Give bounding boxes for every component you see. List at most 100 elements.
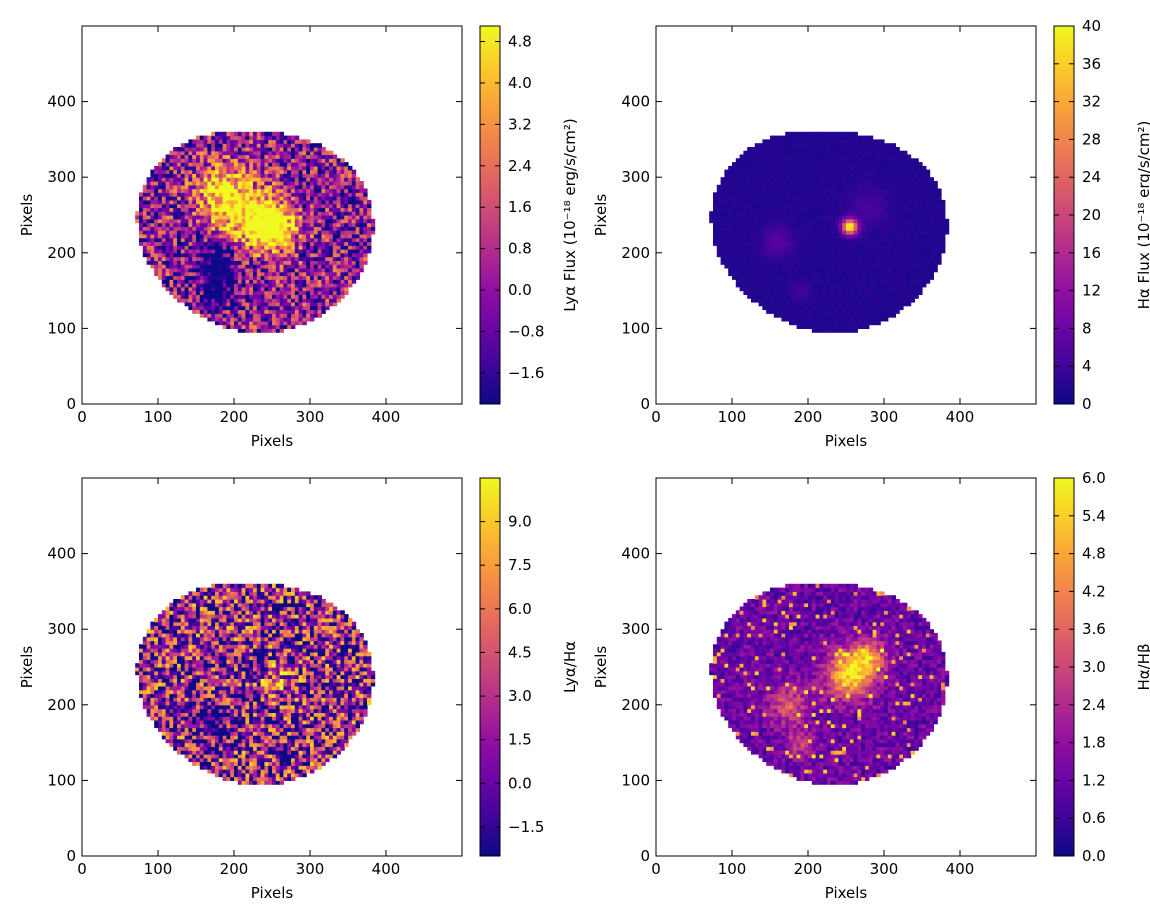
heatmap-cell — [819, 257, 823, 261]
heatmap-cell — [283, 181, 287, 185]
heatmap-cell — [869, 200, 873, 204]
heatmap-cell — [321, 242, 325, 246]
heatmap-cell — [272, 272, 276, 276]
heatmap-cell — [207, 310, 211, 314]
heatmap-cell — [321, 162, 325, 166]
heatmap-cell — [310, 143, 314, 147]
heatmap-cell — [850, 234, 854, 238]
heatmap-cell — [804, 313, 808, 317]
heatmap-cell — [926, 185, 930, 189]
heatmap-cell — [253, 147, 257, 151]
heatmap-cell — [242, 223, 246, 227]
heatmap-cell — [884, 310, 888, 314]
heatmap-cell — [838, 173, 842, 177]
heatmap-cell — [800, 298, 804, 302]
heatmap-cell — [751, 249, 755, 253]
heatmap-cell — [827, 306, 831, 310]
heatmap-cell — [740, 192, 744, 196]
heatmap-cell — [903, 268, 907, 272]
heatmap-cell — [717, 223, 721, 227]
heatmap-cell — [344, 279, 348, 283]
heatmap-cell — [709, 219, 713, 223]
heatmap-cell — [238, 298, 242, 302]
heatmap-cell — [755, 196, 759, 200]
heatmap-cell — [276, 313, 280, 317]
heatmap-cell — [804, 279, 808, 283]
heatmap-cell — [793, 291, 797, 295]
heatmap-cell — [869, 279, 873, 283]
heatmap-cell — [325, 249, 329, 253]
heatmap-cell — [314, 313, 318, 317]
heatmap-cell — [827, 310, 831, 314]
heatmap-cell — [899, 294, 903, 298]
heatmap-cell — [310, 162, 314, 166]
heatmap-cell — [941, 215, 945, 219]
heatmap-cell — [356, 276, 360, 280]
heatmap-cell — [800, 291, 804, 295]
heatmap-cell — [922, 238, 926, 242]
heatmap-cell — [793, 279, 797, 283]
heatmap-cell — [143, 219, 147, 223]
heatmap-cell — [789, 223, 793, 227]
heatmap-cell — [310, 260, 314, 264]
heatmap-cell — [215, 306, 219, 310]
heatmap-cell — [211, 132, 215, 136]
heatmap-cell — [257, 196, 261, 200]
heatmap-cell — [797, 306, 801, 310]
heatmap-cell — [245, 306, 249, 310]
heatmap-cell — [770, 234, 774, 238]
heatmap-cell — [257, 158, 261, 162]
heatmap-cell — [257, 257, 261, 261]
heatmap-cell — [226, 230, 230, 234]
heatmap-cell — [188, 223, 192, 227]
heatmap-cell — [261, 253, 265, 257]
heatmap-cell — [185, 234, 189, 238]
heatmap-cell — [340, 276, 344, 280]
heatmap-cell — [295, 242, 299, 246]
heatmap-cell — [876, 223, 880, 227]
heatmap-cell — [344, 219, 348, 223]
heatmap-cell — [314, 166, 318, 170]
heatmap-cell — [348, 230, 352, 234]
heatmap-cell — [314, 143, 318, 147]
heatmap-cell — [743, 211, 747, 215]
heatmap-cell — [766, 196, 770, 200]
heatmap-cell — [253, 242, 257, 246]
heatmap-cell — [785, 287, 789, 291]
heatmap-cell — [774, 268, 778, 272]
heatmap-cell — [245, 268, 249, 272]
heatmap-cell — [895, 242, 899, 246]
heatmap-cell — [755, 291, 759, 295]
heatmap-cell — [207, 155, 211, 159]
heatmap-cell — [812, 185, 816, 189]
heatmap-cell — [249, 298, 253, 302]
heatmap-cell — [755, 234, 759, 238]
heatmap-cell — [721, 204, 725, 208]
heatmap-cell — [747, 181, 751, 185]
heatmap-cell — [755, 294, 759, 298]
heatmap-cell — [732, 219, 736, 223]
heatmap-cell — [215, 177, 219, 181]
heatmap-cell — [743, 181, 747, 185]
heatmap-cell — [253, 291, 257, 295]
heatmap-cell — [223, 230, 227, 234]
heatmap-cell — [793, 166, 797, 170]
heatmap-cell — [295, 306, 299, 310]
heatmap-cell — [812, 298, 816, 302]
heatmap-cell — [816, 177, 820, 181]
heatmap-cell — [295, 317, 299, 321]
heatmap-cell — [310, 155, 314, 159]
heatmap-cell — [717, 249, 721, 253]
heatmap-cell — [907, 257, 911, 261]
heatmap-cell — [242, 162, 246, 166]
heatmap-cell — [823, 306, 827, 310]
heatmap-cell — [329, 242, 333, 246]
heatmap-cell — [914, 279, 918, 283]
heatmap-cell — [299, 260, 303, 264]
heatmap-cell — [785, 177, 789, 181]
heatmap-cell — [781, 310, 785, 314]
heatmap-cell — [302, 204, 306, 208]
heatmap-cell — [181, 279, 185, 283]
heatmap-cell — [280, 211, 284, 215]
heatmap-cell — [857, 276, 861, 280]
